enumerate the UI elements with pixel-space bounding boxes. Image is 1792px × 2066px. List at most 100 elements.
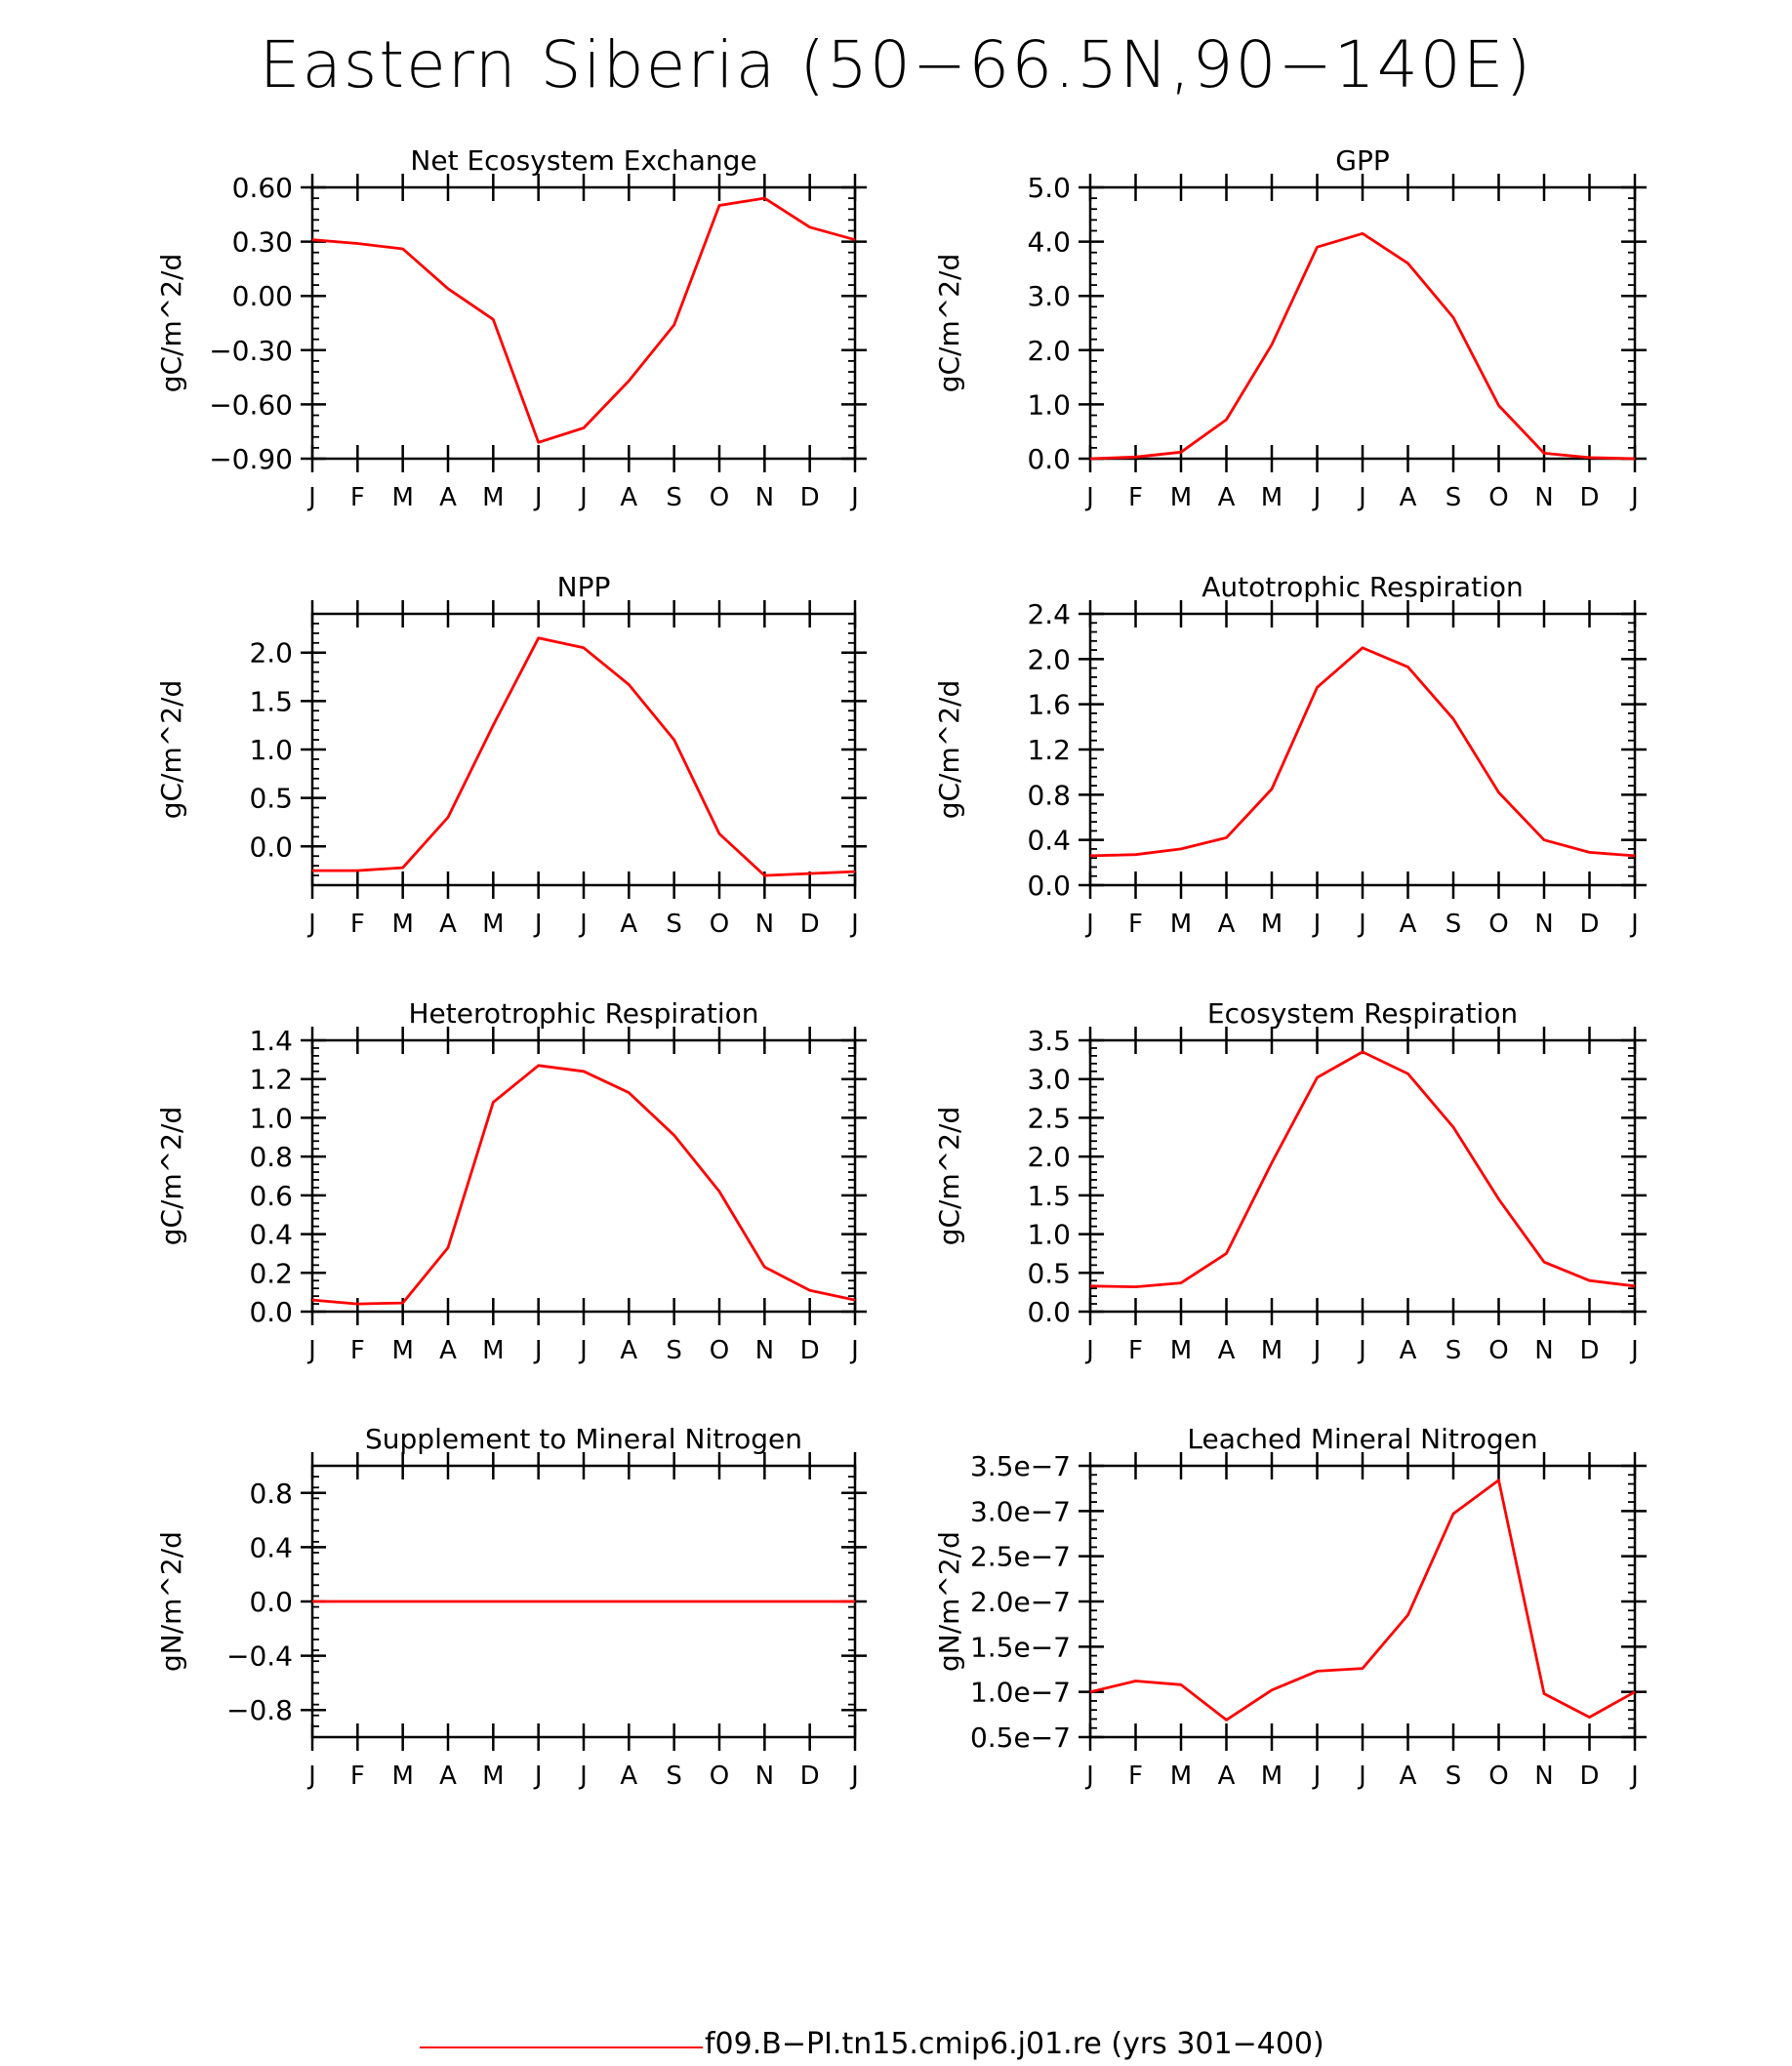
- data-point: [582, 646, 586, 650]
- x-tick-label: F: [1128, 1336, 1143, 1365]
- data-point: [762, 196, 766, 200]
- x-tick-label: J: [1357, 1336, 1366, 1365]
- y-axis-label: gC/m^2/d: [155, 680, 187, 820]
- data-point: [672, 1133, 676, 1137]
- data-point: [808, 871, 812, 875]
- x-tick-label: O: [710, 910, 729, 939]
- data-point: [1588, 1278, 1592, 1282]
- data-point: [1451, 1512, 1455, 1516]
- plot-frame: [1088, 1464, 1637, 1739]
- data-point: [808, 1600, 812, 1603]
- x-tick-label: M: [482, 1336, 504, 1365]
- x-tick-label: A: [439, 910, 457, 939]
- x-tick-label: M: [482, 1762, 504, 1791]
- data-point: [355, 241, 359, 245]
- y-tick-label: 3.5: [1027, 1025, 1071, 1057]
- x-tick-label: J: [1312, 1336, 1322, 1365]
- data-point: [537, 636, 541, 640]
- x-tick-label: A: [1400, 910, 1417, 939]
- data-point: [1179, 1281, 1183, 1285]
- plot-frame: [1088, 185, 1637, 461]
- data-point: [1361, 646, 1364, 650]
- y-tick-label: −0.4: [226, 1641, 293, 1673]
- x-tick-label: O: [1488, 910, 1508, 939]
- data-point: [537, 1064, 541, 1068]
- y-tick-label: 1.0e−7: [970, 1677, 1071, 1709]
- x-tick-label: J: [1084, 910, 1094, 939]
- data-point: [1588, 456, 1592, 460]
- y-tick-label: 0.6: [249, 1180, 293, 1212]
- y-tick-label: 0.00: [232, 280, 293, 312]
- y-tick-label: 0.4: [249, 1531, 293, 1563]
- x-tick-label: M: [1170, 483, 1192, 512]
- x-tick-label: N: [755, 1762, 774, 1791]
- y-tick-label: 2.5e−7: [970, 1541, 1071, 1573]
- x-tick-label: S: [1446, 910, 1462, 939]
- y-tick-label: −0.8: [226, 1694, 293, 1726]
- y-tick-label: 1.2: [249, 1064, 293, 1096]
- x-tick-label: S: [666, 483, 682, 512]
- x-tick-label: J: [533, 910, 543, 939]
- x-tick-label: M: [1261, 483, 1283, 512]
- data-point: [1542, 451, 1546, 455]
- x-tick-label: A: [1400, 483, 1417, 512]
- x-tick-label: M: [391, 1762, 413, 1791]
- data-point: [1088, 854, 1092, 858]
- y-tick-label: −0.60: [209, 388, 293, 421]
- x-tick-label: O: [1488, 483, 1508, 512]
- x-tick-label: M: [391, 1336, 413, 1365]
- data-point: [762, 1265, 766, 1269]
- data-point: [1225, 418, 1229, 422]
- data-point: [853, 1298, 857, 1302]
- x-tick-label: J: [1629, 1336, 1639, 1365]
- data-point: [1361, 1667, 1364, 1671]
- x-tick-label: A: [1218, 910, 1236, 939]
- data-point: [1088, 457, 1092, 461]
- x-tick-label: A: [620, 1762, 637, 1791]
- y-tick-label: 0.0: [1027, 443, 1071, 475]
- y-tick-label: 4.0: [1027, 226, 1071, 259]
- data-point: [853, 1600, 857, 1603]
- data-point: [1406, 1072, 1410, 1075]
- x-tick-label: J: [1629, 483, 1639, 512]
- x-tick-label: J: [1084, 1762, 1094, 1791]
- data-point: [310, 1298, 314, 1302]
- x-tick-label: A: [439, 1336, 457, 1365]
- data-point: [1316, 1075, 1320, 1079]
- y-axis-label: gC/m^2/d: [933, 680, 965, 820]
- data-point: [1316, 1669, 1320, 1673]
- data-point: [762, 1600, 766, 1603]
- x-tick-label: N: [755, 483, 774, 512]
- x-tick-label: D: [800, 1336, 820, 1365]
- x-tick-label: N: [1534, 1336, 1553, 1365]
- x-tick-label: A: [1400, 1336, 1417, 1365]
- data-point: [672, 1600, 676, 1603]
- x-tick-label: O: [710, 483, 729, 512]
- y-tick-label: 1.0: [249, 734, 293, 766]
- data-point: [537, 440, 541, 444]
- y-tick-label: 1.0: [1027, 388, 1071, 421]
- x-tick-label: A: [620, 1336, 637, 1365]
- y-tick-label: 1.6: [1027, 689, 1071, 721]
- chart-panel: Supplement to Mineral Nitrogen gN/m^2/d J F…: [155, 1423, 867, 1791]
- x-tick-label: D: [800, 910, 820, 939]
- x-tick-label: N: [1534, 910, 1553, 939]
- data-point: [1542, 1260, 1546, 1264]
- y-axis-label: gC/m^2/d: [155, 1107, 187, 1246]
- y-tick-label: 2.0: [1027, 1141, 1071, 1173]
- plot-frame: [1088, 1038, 1637, 1314]
- x-tick-label: D: [1579, 483, 1599, 512]
- panel-title: Heterotrophic Respiration: [409, 997, 759, 1030]
- data-point: [310, 869, 314, 872]
- data-point: [627, 379, 631, 383]
- x-tick-label: J: [1629, 910, 1639, 939]
- y-tick-label: 3.0e−7: [970, 1495, 1071, 1527]
- x-tick-label: F: [1128, 483, 1143, 512]
- x-tick-label: J: [849, 483, 859, 512]
- y-tick-label: 0.0: [249, 1586, 293, 1618]
- data-point: [1316, 245, 1320, 249]
- data-point: [1225, 1251, 1229, 1255]
- x-tick-label: S: [666, 1762, 682, 1791]
